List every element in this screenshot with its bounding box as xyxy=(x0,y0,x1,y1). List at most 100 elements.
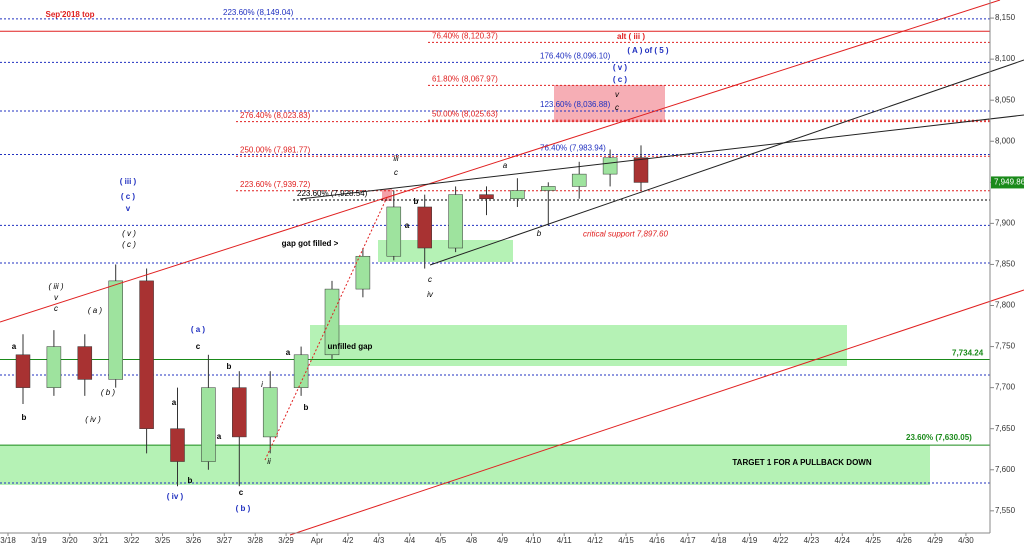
x-tick-label: 4/10 xyxy=(526,536,542,545)
wave-label: b xyxy=(304,403,309,412)
level-label: 176.40% (8,096.10) xyxy=(540,51,611,60)
axes: 7,550 7,600 7,650 7,700 7,750 7,800 7,850 7,900… xyxy=(0,13,1024,545)
wave-label: b xyxy=(414,197,419,206)
candle-body xyxy=(633,157,649,183)
wave-label: ( iv ) xyxy=(85,415,101,424)
wave-label: b xyxy=(188,476,193,485)
wave-label: c xyxy=(239,488,244,497)
y-tick-label: 7,600 xyxy=(995,465,1016,474)
candle-body xyxy=(15,354,31,388)
candle-body xyxy=(355,255,371,290)
extra-lines xyxy=(0,262,990,484)
wave-label: c xyxy=(394,168,398,177)
x-tick-label: 3/26 xyxy=(186,536,202,545)
wave-label: i xyxy=(261,380,263,389)
x-tick-label: 3/20 xyxy=(62,536,78,545)
wave-label: v xyxy=(126,204,131,213)
y-tick-label: 7,900 xyxy=(995,218,1016,227)
x-tick-label: 4/12 xyxy=(587,536,603,545)
wave-label: iv xyxy=(427,290,434,299)
x-tick-label: 4/19 xyxy=(742,536,758,545)
trendline xyxy=(429,59,1024,266)
x-tick-label: 4/22 xyxy=(773,536,789,545)
candle-body xyxy=(201,387,216,462)
y-tick-label: 8,100 xyxy=(995,54,1016,63)
x-tick-label: 4/8 xyxy=(466,536,478,545)
candle-body xyxy=(571,173,587,187)
trendline xyxy=(299,114,1024,200)
level-label: critical support 7,897.60 xyxy=(583,229,668,238)
y-tick-label: 7,800 xyxy=(995,301,1016,310)
candle-body xyxy=(77,346,93,380)
x-tick-label: 4/5 xyxy=(435,536,447,545)
wave-label: a xyxy=(503,161,508,170)
x-tick-label: 3/19 xyxy=(31,536,47,545)
wave-label: TARGET 1 FOR A PULLBACK DOWN xyxy=(732,458,871,467)
wave-label: ( v ) xyxy=(613,63,628,72)
candle-body xyxy=(479,194,494,199)
level-label: 76.40% (8,120.37) xyxy=(432,32,498,41)
x-tick-label: 4/11 xyxy=(557,536,573,545)
x-tick-label: 3/27 xyxy=(217,536,233,545)
target-box xyxy=(554,85,665,122)
candle-body xyxy=(170,428,185,462)
x-tick-label: 4/4 xyxy=(404,536,416,545)
level-label: Sep'2018 top xyxy=(45,10,94,19)
wave-label: iii xyxy=(393,154,399,163)
wave-label: a xyxy=(12,342,17,351)
projection-line xyxy=(264,194,389,461)
candle-body xyxy=(232,387,247,438)
x-tick-label: 3/28 xyxy=(247,536,263,545)
x-tick-label: 4/16 xyxy=(649,536,665,545)
wave-label: b xyxy=(537,229,542,238)
wave-label: ( b ) xyxy=(236,504,251,513)
wave-label: gap got filled > xyxy=(282,239,339,248)
wave-label: ( A ) of ( 5 ) xyxy=(627,46,669,55)
x-tick-label: 3/29 xyxy=(278,536,294,545)
candle-body xyxy=(324,288,340,356)
wave-label: ii xyxy=(267,457,271,466)
x-tick-label: 3/21 xyxy=(93,536,109,545)
wave-label: v xyxy=(54,293,59,302)
wave-label: ( c ) xyxy=(121,192,136,201)
wave-label: b xyxy=(227,362,232,371)
level-label: 250.00% (7,981.77) xyxy=(240,145,311,154)
x-tick-label: 4/18 xyxy=(711,536,727,545)
wave-label: ( v ) xyxy=(122,229,136,238)
y-tick-label: 7,550 xyxy=(995,506,1016,515)
wave-label: ( iv ) xyxy=(167,492,184,501)
last-price-label: 7,949.86 xyxy=(994,178,1024,187)
x-tick-label: 4/26 xyxy=(896,536,912,545)
small-box xyxy=(382,189,392,201)
channel-upper xyxy=(0,0,1001,323)
y-tick-label: 7,750 xyxy=(995,342,1016,351)
plot-area xyxy=(0,0,990,533)
wave-label: a xyxy=(405,221,410,230)
candle-body xyxy=(139,280,154,429)
target-zone xyxy=(0,445,930,485)
candle-body xyxy=(293,354,309,388)
zones xyxy=(0,85,930,485)
candle-body xyxy=(417,206,432,249)
wave-label: ( iii ) xyxy=(120,177,137,186)
x-tick-label: Apr xyxy=(311,536,324,545)
wave-label: unfilled gap xyxy=(328,342,373,351)
level-label: 76.40% (7,983.94) xyxy=(540,144,606,153)
x-tick-label: 4/2 xyxy=(342,536,354,545)
candle-body xyxy=(46,346,62,388)
candle-body xyxy=(602,157,618,175)
level-label: 223.60% (7,928.54) xyxy=(297,189,368,198)
level-label: 223.60% (8,149.04) xyxy=(223,8,294,17)
x-tick-label: 4/30 xyxy=(958,536,974,545)
x-tick-label: 3/22 xyxy=(124,536,140,545)
candle-body xyxy=(108,280,123,380)
wave-label: a xyxy=(172,398,177,407)
y-tick-label: 7,700 xyxy=(995,383,1016,392)
candle-body xyxy=(448,194,463,249)
level-label: 7,734.24 xyxy=(952,349,984,358)
level-label: 276.40% (8,023.83) xyxy=(240,111,311,120)
wave-label: ( a ) xyxy=(191,325,206,334)
wave-label: c xyxy=(615,103,619,112)
annotations: alt ( iii )( A ) of ( 5 )( v )( c )vc( i… xyxy=(12,32,872,513)
